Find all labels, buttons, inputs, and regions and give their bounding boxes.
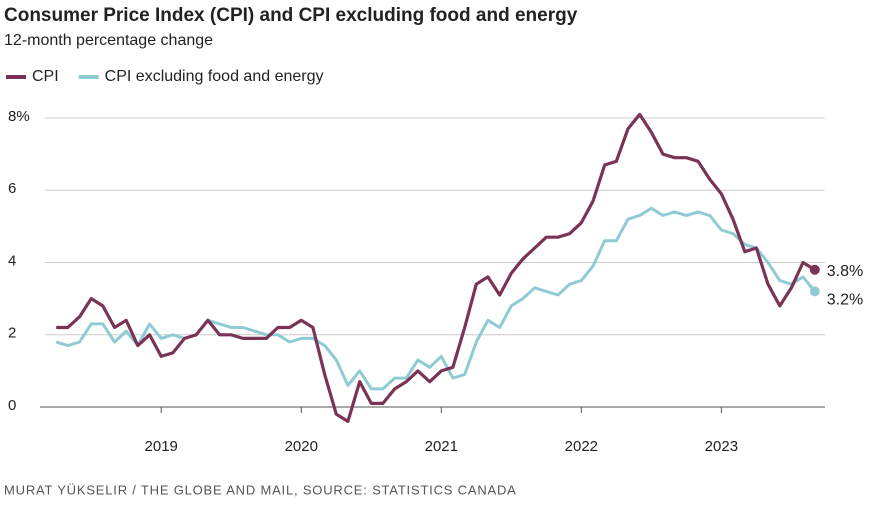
chart-title: Consumer Price Index (CPI) and CPI exclu… bbox=[4, 5, 578, 26]
x-tick-label: 2021 bbox=[425, 438, 458, 455]
y-tick-label: 6 bbox=[8, 180, 16, 197]
end-point bbox=[809, 264, 820, 275]
end-point bbox=[809, 286, 820, 297]
x-tick-label: 2023 bbox=[705, 438, 738, 455]
y-tick-label: 2 bbox=[8, 325, 16, 342]
y-tick-label: 4 bbox=[8, 252, 16, 269]
y-tick-label: 8% bbox=[8, 108, 30, 125]
chart-subtitle: 12-month percentage change bbox=[4, 32, 213, 49]
legend-label: CPI excluding food and energy bbox=[105, 68, 324, 85]
series-line bbox=[55, 206, 816, 391]
x-tick-label: 2020 bbox=[285, 438, 318, 455]
x-tick-label: 2022 bbox=[565, 438, 598, 455]
source: MURAT YÜKSELIR / THE GLOBE AND MAIL, SOU… bbox=[4, 482, 517, 497]
series-line bbox=[56, 112, 816, 423]
value-label: 3.2% bbox=[827, 292, 863, 309]
legend-label: CPI bbox=[32, 68, 59, 85]
value-label: 3.8% bbox=[827, 263, 863, 280]
x-tick-label: 2019 bbox=[145, 438, 178, 455]
y-tick-label: 0 bbox=[8, 397, 16, 414]
